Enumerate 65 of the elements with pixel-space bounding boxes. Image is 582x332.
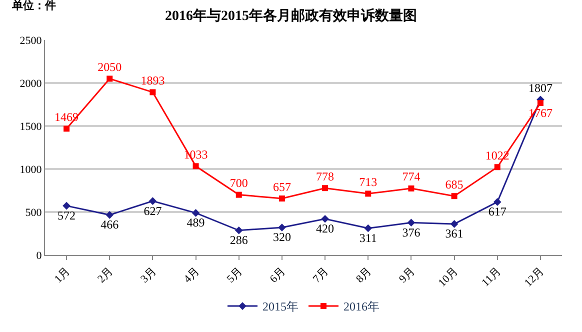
data-label: 2050 [98,60,122,74]
data-label: 774 [402,170,420,184]
data-label: 713 [359,174,378,189]
point [278,196,285,202]
data-label: 320 [272,230,291,244]
point [106,76,113,82]
x-tick-label: 7月 [310,265,332,286]
data-label: 420 [316,222,334,236]
point [408,185,414,192]
point [450,220,458,228]
chart-title: 2016年与2015年各月邮政有效申诉数量图 [165,8,417,24]
data-label: 1893 [140,73,165,88]
point [150,89,156,96]
y-tick-label: 0 [36,250,42,262]
x-tick-label: 1月 [52,265,73,286]
data-label: 376 [402,225,420,240]
y-tick-label: 2000 [20,78,42,90]
data-label: 700 [230,176,248,190]
data-label: 1807 [528,80,552,95]
data-label: 361 [445,226,464,241]
point [148,197,157,205]
data-label: 572 [58,208,76,223]
x-tick-label: 10月 [436,265,460,290]
y-tick-label: 2500 [20,34,42,47]
point [192,163,199,170]
x-tick-label: 8月 [354,265,374,286]
data-label: 466 [100,218,119,232]
x-tick-label: 11月 [480,265,504,289]
point [407,218,416,227]
point [493,198,502,206]
x-tick-label: 9月 [397,265,418,286]
point [62,202,70,210]
point [322,185,328,192]
data-label: 627 [144,204,162,218]
x-tick-label: 6月 [268,265,288,286]
point [236,192,242,198]
legend-label: 2015年 [262,300,298,314]
x-tick-label: 2月 [95,265,116,286]
y-tick-label: 1000 [20,164,42,176]
data-label: 685 [445,177,464,192]
x-tick-label: 4月 [182,265,202,286]
point [234,226,243,234]
data-label: 489 [186,216,205,230]
data-label: 617 [488,204,506,219]
point [537,100,544,106]
x-tick-label: 12月 [522,265,546,290]
point [278,224,286,232]
text: 单位：件 [11,0,56,12]
point [64,126,70,132]
data-label: 311 [359,231,377,245]
point [192,209,200,217]
data-label: 657 [272,180,291,194]
data-label: 286 [230,233,248,248]
point [494,164,500,170]
x-tick-label: 3月 [138,265,159,286]
y-tick-label: 500 [25,206,42,219]
point [365,190,372,197]
x-tick-label: 5月 [224,265,245,286]
point [321,214,329,223]
point [106,211,114,219]
legend-label: 2016年 [344,300,380,314]
point [364,224,372,232]
y-tick-label: 1500 [20,120,42,133]
point [451,193,458,200]
data-label: 778 [316,169,334,184]
